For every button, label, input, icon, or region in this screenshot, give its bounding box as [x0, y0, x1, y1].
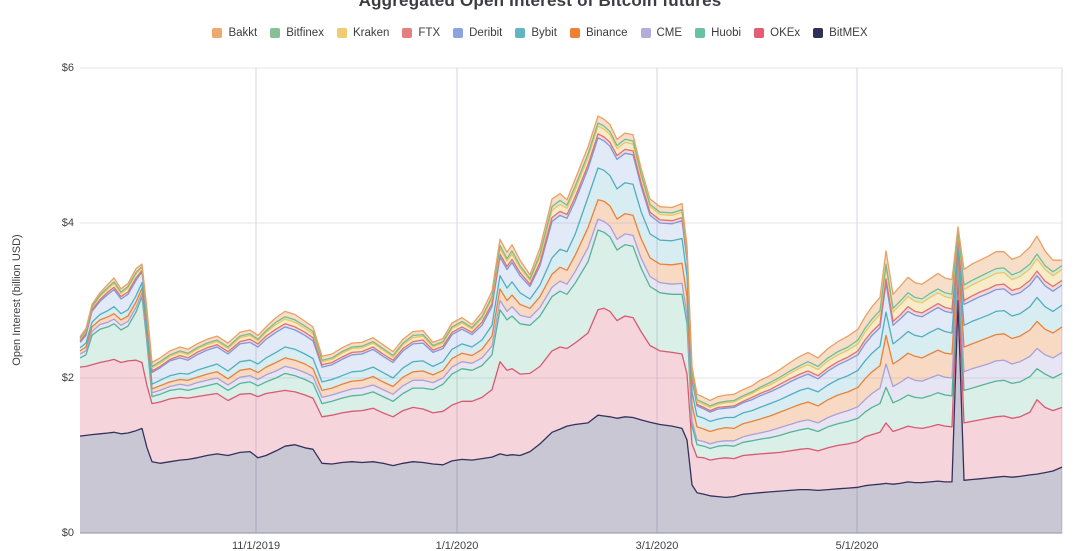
legend-swatch-okex: [754, 28, 765, 38]
legend-swatch-ftx: [402, 28, 413, 38]
legend-item-kraken[interactable]: Kraken: [336, 27, 390, 39]
legend-swatch-binance: [569, 28, 580, 38]
legend-swatch-cme: [640, 28, 651, 38]
legend-item-huobi[interactable]: Huobi: [695, 27, 741, 39]
legend-item-cme[interactable]: CME: [640, 27, 683, 39]
chart-title: Aggregated Open Interest of Bitcoin futu…: [358, 0, 722, 10]
legend-item-bakkt[interactable]: Bakkt: [212, 27, 257, 39]
line-ftx: [79, 133, 1063, 412]
line-bybit: [79, 167, 1063, 423]
legend-item-binance[interactable]: Binance: [569, 27, 628, 39]
x-tick-label: 1/1/2020: [435, 540, 479, 551]
line-bitmex: [79, 299, 1063, 499]
x-tick-label: 5/1/2020: [835, 540, 879, 551]
legend-label: FTX: [418, 27, 441, 39]
legend-item-bitfinex[interactable]: Bitfinex: [270, 27, 324, 39]
legend-label: Binance: [585, 27, 628, 39]
line-binance: [79, 199, 1063, 433]
legend-swatch-bitmex: [813, 28, 824, 38]
legend-swatch-huobi: [695, 28, 706, 38]
y-tick-label: $0: [61, 527, 74, 539]
legend-swatch-bakkt: [212, 28, 223, 38]
line-bakkt: [79, 115, 1062, 402]
legend-swatch-bybit: [515, 28, 526, 38]
legend-label: Deribit: [469, 27, 503, 39]
legend-label: BitMEX: [829, 27, 868, 39]
y-tick-label: $4: [61, 217, 74, 229]
legend-item-bitmex[interactable]: BitMEX: [813, 27, 868, 39]
area-okex: [80, 277, 1062, 498]
legend-label: Kraken: [352, 27, 390, 39]
line-cme: [79, 218, 1063, 445]
x-tick-label: 11/1/2019: [231, 540, 281, 551]
legend-swatch-bitfinex: [270, 28, 281, 38]
line-okex: [79, 276, 1063, 461]
y-tick-label: $2: [61, 372, 74, 384]
legend-label: Bitfinex: [286, 27, 324, 39]
legend-label: OKEx: [770, 27, 801, 39]
legend-label: CME: [656, 27, 683, 39]
legend-item-ftx[interactable]: FTX: [402, 27, 440, 39]
area-bitmex: [80, 300, 1062, 533]
x-tick-label: 3/1/2020: [635, 540, 679, 551]
y-tick-label: $6: [61, 62, 74, 74]
legend: Bakkt Bitfinex Kraken FTX Deribit Bybit Binanc…: [0, 27, 1080, 39]
legend-label: Huobi: [711, 27, 742, 39]
legend-label: Bybit: [531, 27, 557, 39]
line-kraken: [79, 125, 1063, 409]
legend-item-bybit[interactable]: Bybit: [515, 27, 557, 39]
line-huobi: [79, 229, 1063, 450]
legend-label: Bakkt: [228, 27, 258, 39]
y-axis-title: Open Interest (billion USD): [11, 234, 23, 366]
legend-item-okex[interactable]: OKEx: [754, 27, 800, 39]
line-deribit: [79, 137, 1063, 413]
legend-swatch-deribit: [453, 28, 464, 38]
legend-item-deribit[interactable]: Deribit: [453, 27, 502, 39]
line-bitfinex: [79, 122, 1063, 407]
legend-swatch-kraken: [336, 28, 347, 38]
